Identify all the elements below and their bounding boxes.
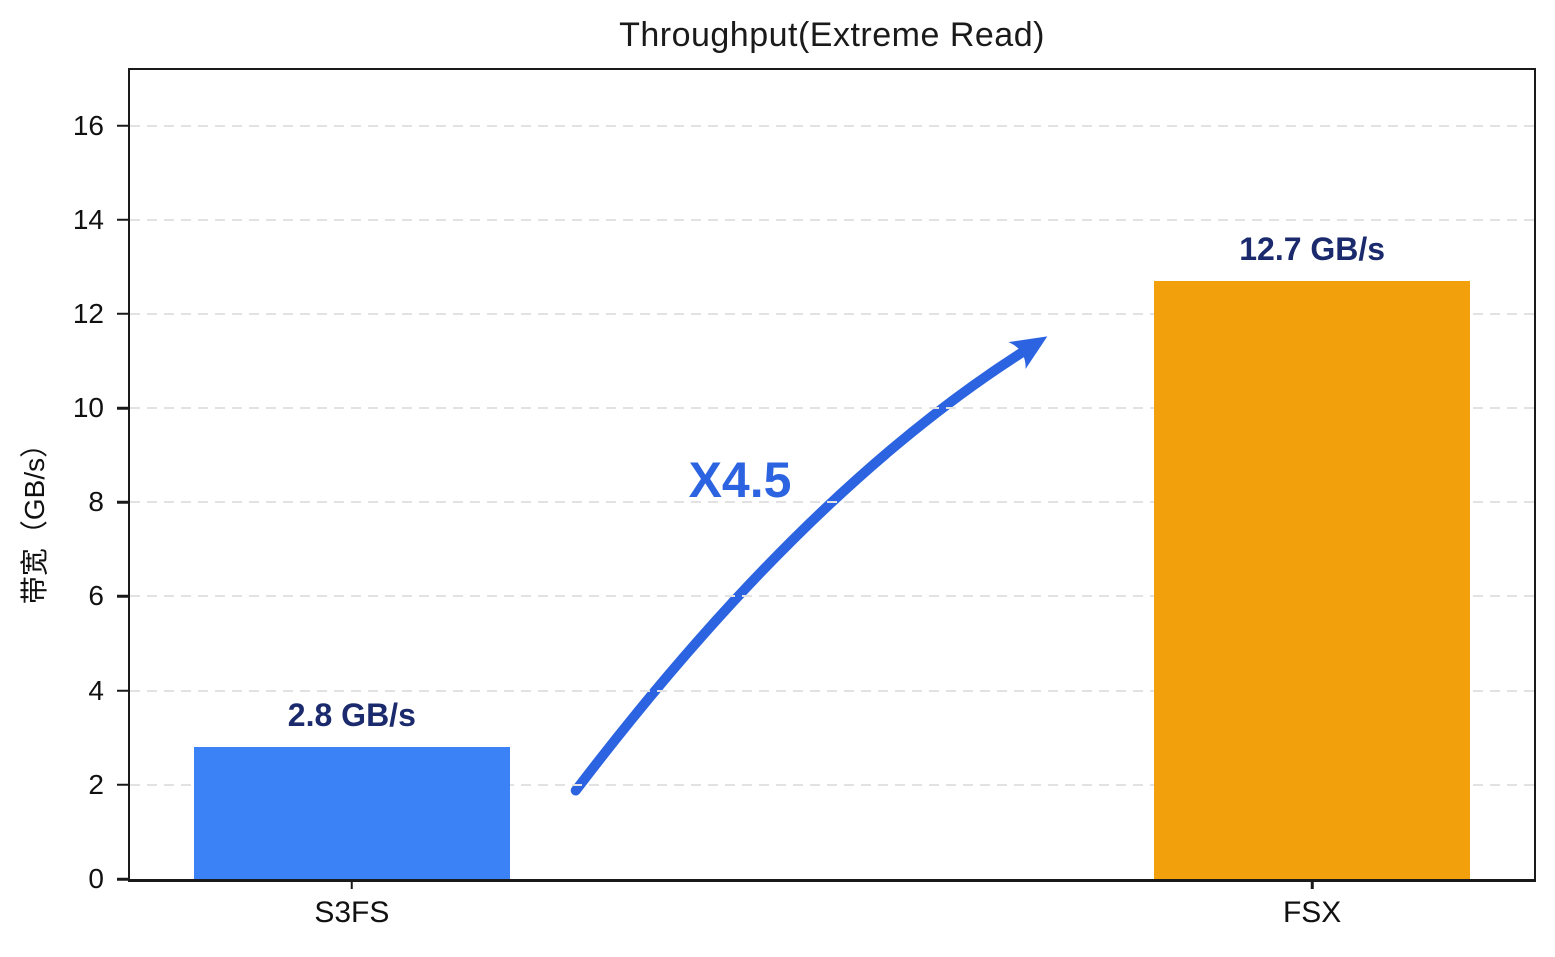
gridline-14: [130, 218, 1534, 221]
bar-fsx: [1154, 280, 1471, 879]
y-tick-0: [117, 877, 128, 881]
gridline-16: [130, 124, 1534, 127]
y-tick-10: [117, 406, 128, 410]
x-tick-label-fsx: FSX: [1282, 896, 1342, 929]
gridline-10: [130, 407, 1534, 410]
y-tick-4: [117, 689, 128, 692]
y-tick-label-8: 8: [88, 486, 104, 518]
plot-area: X4.5 0 2 4 6 8 10 12 14 16 2.8 GB/s S3FS 12.7 GB/s F…: [73, 68, 1536, 929]
x-tick-s3fs: [350, 879, 354, 889]
bar-s3fs: [193, 747, 510, 879]
y-tick-8: [117, 501, 128, 504]
y-tick-14: [117, 218, 128, 221]
x-tick-fsx: [1310, 879, 1314, 889]
gridline-8: [130, 501, 1534, 504]
y-tick-label-2: 2: [88, 768, 104, 800]
x-tick-label-s3fs: S3FS: [314, 896, 390, 929]
bar-value-label-s3fs: 2.8 GB/s: [287, 696, 416, 733]
y-tick-label-4: 4: [88, 674, 104, 706]
y-tick-label-14: 14: [72, 203, 104, 235]
y-tick-label-6: 6: [88, 580, 104, 612]
y-tick-16: [117, 124, 128, 127]
y-tick-12: [117, 312, 128, 316]
gridline-6: [130, 595, 1534, 598]
chart-title: Throughput(Extreme Read): [619, 16, 1045, 54]
gridline-4: [130, 689, 1534, 692]
y-axis-label: 带宽（GB/s）: [19, 429, 50, 605]
y-tick-label-0: 0: [88, 863, 104, 894]
gridline-2: [130, 783, 1534, 786]
gridline-12: [130, 312, 1534, 315]
bar-value-label-fsx: 12.7 GB/s: [1239, 230, 1386, 267]
y-tick-label-16: 16: [72, 109, 104, 141]
y-tick-6: [117, 595, 128, 598]
y-tick-label-12: 12: [72, 297, 104, 329]
multiplier-annotation: X4.5: [688, 452, 792, 508]
y-tick-2: [117, 783, 128, 787]
y-tick-label-10: 10: [72, 392, 104, 424]
